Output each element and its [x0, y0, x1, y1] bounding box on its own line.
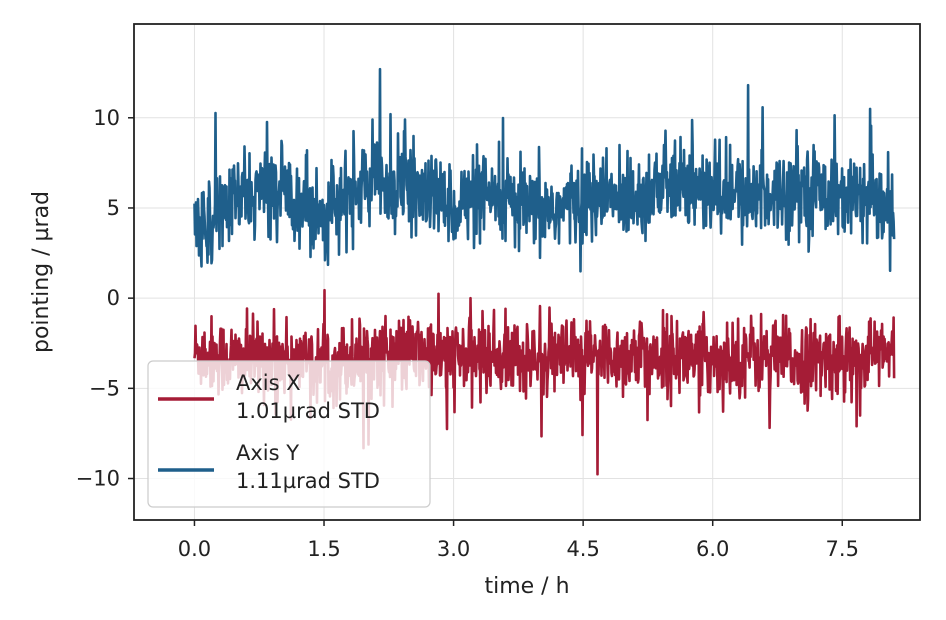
legend-sublabel-axis-y: 1.11µrad STD	[236, 469, 380, 493]
x-tick-label: 3.0	[437, 537, 470, 561]
y-tick-label: 10	[93, 106, 120, 130]
x-tick-label: 4.5	[566, 537, 599, 561]
plot-area	[193, 67, 896, 476]
y-tick-label: 5	[107, 196, 120, 220]
x-tick-label: 1.5	[307, 537, 340, 561]
x-tick-label: 6.0	[696, 537, 729, 561]
plot-frame	[133, 23, 921, 521]
x-axis-ticks: 0.0 1.5 3.0 4.5 6.0 7.5	[178, 520, 859, 561]
series-line-axis-x	[193, 288, 896, 476]
y-tick-label: −5	[89, 376, 120, 400]
y-axis-label: pointing / µrad	[29, 191, 54, 353]
series-line-axis-y	[193, 67, 896, 273]
x-axis-label: time / h	[484, 574, 569, 599]
legend-sublabel-axis-x: 1.01µrad STD	[236, 399, 380, 423]
legend-box	[147, 360, 431, 508]
y-tick-label: −10	[76, 467, 120, 491]
y-axis-ticks: −10 −5 0 5 10	[76, 106, 134, 491]
x-tick-label: 7.5	[826, 537, 859, 561]
legend-label-axis-x: Axis X	[236, 371, 301, 395]
x-tick-label: 0.0	[178, 537, 211, 561]
y-tick-label: 0	[107, 286, 120, 310]
legend-label-axis-y: Axis Y	[236, 441, 299, 465]
legend: Axis X 1.01µrad STD Axis Y 1.11µrad STD	[147, 360, 431, 508]
